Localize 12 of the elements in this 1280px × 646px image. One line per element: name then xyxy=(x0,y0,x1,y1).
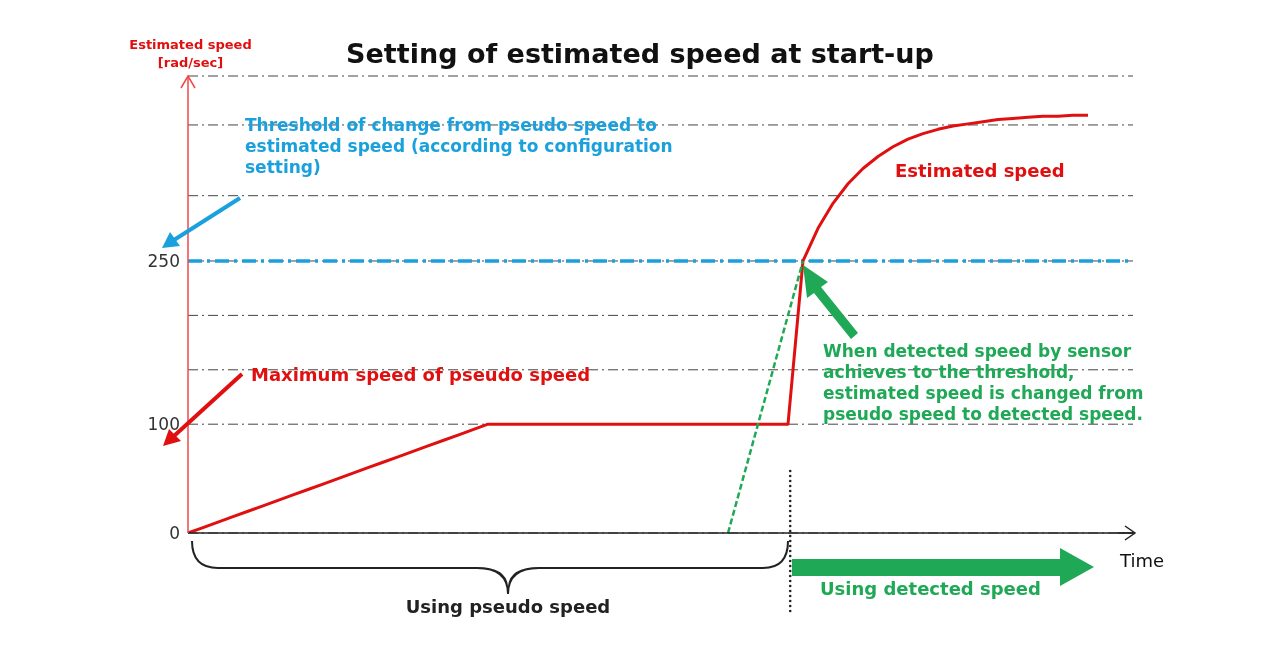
y-tick-label: 100 xyxy=(147,414,180,435)
text: Using detected speed xyxy=(820,578,1041,599)
text: Using pseudo speed xyxy=(404,596,612,617)
chart-title: Setting of estimated speed at start-up xyxy=(346,38,934,69)
annotation: Estimated speed xyxy=(895,160,1065,181)
annotation: Maximum speed of pseudo speed xyxy=(251,364,591,385)
x-axis-title: Time xyxy=(1120,550,1165,571)
annotation: When detected speed by sensor achieves to the threshold, estimated speed is changed from pseudo speed to detected speed. xyxy=(823,341,1145,425)
y-axis-title: Estimated speed [rad/sec] xyxy=(128,36,253,72)
y-tick-label: 0 xyxy=(169,523,180,544)
ref-line-label: Threshold of change from pseudo speed to estimated speed (according to configuration setting) xyxy=(245,115,674,178)
y-tick-label: 250 xyxy=(147,251,180,272)
